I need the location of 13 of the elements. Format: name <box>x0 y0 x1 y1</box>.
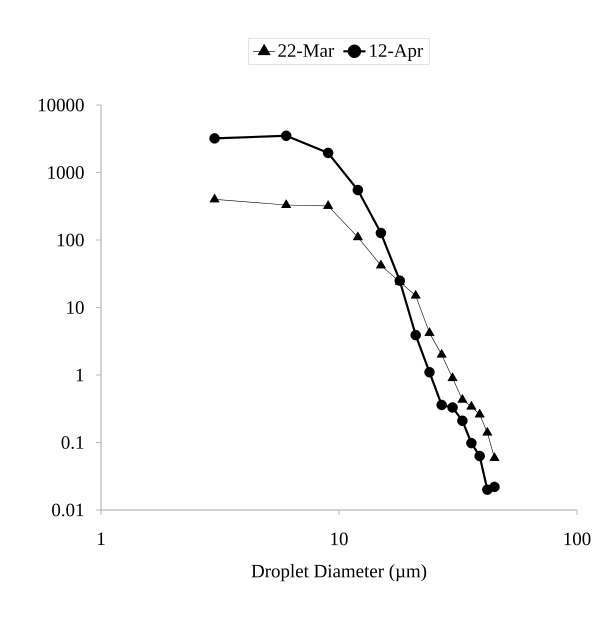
x-tick-label: 1 <box>98 532 105 546</box>
y-tick-label: 0.01 <box>52 504 84 516</box>
y-tick-label: 10000 <box>38 98 84 112</box>
y-tick-label: 100 <box>58 234 84 246</box>
y-tick-label: 1 <box>76 368 84 382</box>
y-tick-label: 10 <box>67 301 84 314</box>
y-tick-label: 1000 <box>48 166 84 179</box>
x-axis-title: Droplet Diameter (µm) <box>252 564 426 582</box>
legend-label: 22-Mar <box>278 44 334 57</box>
legend-label: 12-Apr <box>370 44 424 61</box>
x-tick-label: 10 <box>331 532 348 546</box>
x-tick-label: 100 <box>564 532 590 546</box>
y-tick-label: 0.1 <box>62 436 84 449</box>
